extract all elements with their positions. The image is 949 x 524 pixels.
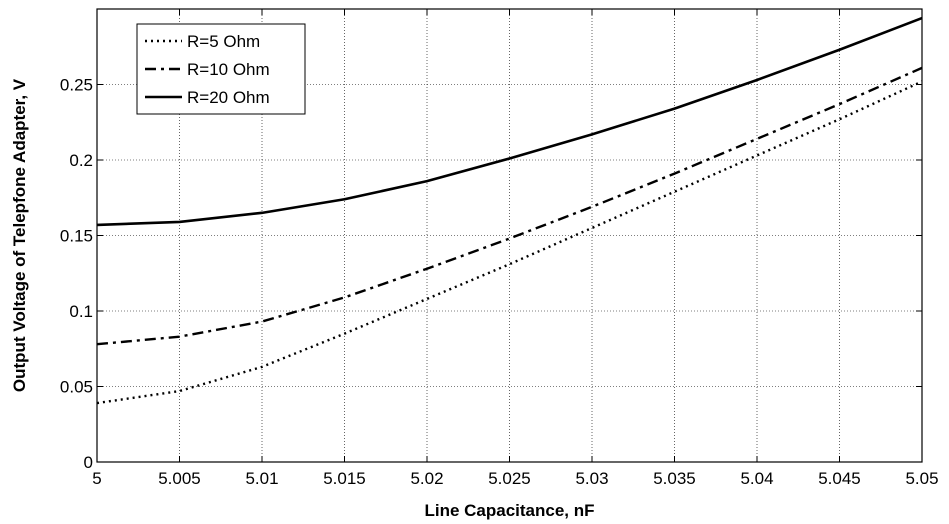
y-tick-label: 0.05 bbox=[60, 378, 93, 397]
y-tick-label: 0.15 bbox=[60, 227, 93, 246]
y-axis-label: Output Voltage of Telepfone Adapter, V bbox=[10, 78, 29, 392]
legend-box bbox=[136, 23, 306, 115]
x-tick-label: 5.045 bbox=[818, 469, 861, 488]
x-tick-label: 5.025 bbox=[488, 469, 531, 488]
x-tick-label: 5.03 bbox=[575, 469, 608, 488]
y-tick-label: 0.2 bbox=[69, 151, 93, 170]
x-tick-label: 5.005 bbox=[158, 469, 201, 488]
x-tick-label: 5.05 bbox=[905, 469, 938, 488]
x-tick-label: 5.02 bbox=[410, 469, 443, 488]
y-tick-label: 0 bbox=[84, 453, 93, 472]
series-lines bbox=[96, 16, 923, 405]
x-axis-label: Line Capacitance, nF bbox=[424, 501, 594, 520]
x-tick-label: 5 bbox=[92, 469, 101, 488]
legend-entry-label: R=20 Ohm bbox=[187, 88, 270, 107]
axis-ticks: 5 5.005 5.01 5.015 5.02 5.025 5.03 5.035 5.04 5.0… bbox=[60, 9, 939, 488]
legend-entry-label: R=5 Ohm bbox=[187, 32, 260, 51]
y-tick-label: 0.25 bbox=[60, 76, 93, 95]
series-line-3 bbox=[96, 16, 923, 227]
legend-entry-label: R=10 Ohm bbox=[187, 60, 270, 79]
x-tick-label: 5.015 bbox=[323, 469, 366, 488]
x-tick-label: 5.01 bbox=[245, 469, 278, 488]
x-tick-label: 5.04 bbox=[740, 469, 773, 488]
y-tick-label: 0.1 bbox=[69, 302, 93, 321]
legend: R=5 Ohm R=10 Ohm R=20 Ohm bbox=[136, 23, 306, 115]
x-tick-label: 5.035 bbox=[653, 469, 696, 488]
series-line-2 bbox=[96, 66, 923, 346]
